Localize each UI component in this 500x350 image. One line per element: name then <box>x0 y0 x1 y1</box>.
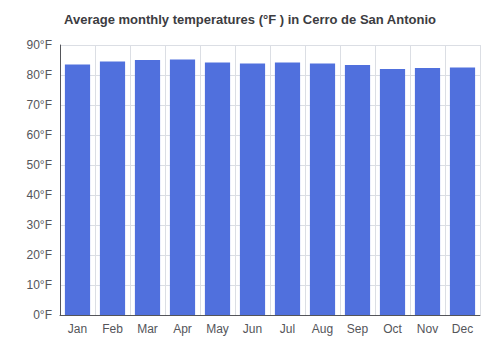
svg-text:0°F: 0°F <box>33 308 52 322</box>
svg-text:Dec: Dec <box>452 322 473 336</box>
svg-text:Nov: Nov <box>417 322 438 336</box>
svg-text:90°F: 90°F <box>27 38 52 52</box>
svg-text:80°F: 80°F <box>27 68 52 82</box>
svg-text:May: May <box>206 322 229 336</box>
svg-text:Apr: Apr <box>173 322 192 336</box>
svg-text:Oct: Oct <box>383 322 402 336</box>
svg-text:Jun: Jun <box>243 322 262 336</box>
svg-text:Jul: Jul <box>280 322 295 336</box>
svg-text:Mar: Mar <box>137 322 158 336</box>
svg-text:Average monthly temperatures (: Average monthly temperatures (°F ) in Ce… <box>64 12 436 27</box>
svg-text:30°F: 30°F <box>27 218 52 232</box>
svg-text:20°F: 20°F <box>27 248 52 262</box>
svg-text:70°F: 70°F <box>27 98 52 112</box>
svg-text:Feb: Feb <box>102 322 123 336</box>
svg-text:10°F: 10°F <box>27 278 52 292</box>
svg-text:Sep: Sep <box>347 322 369 336</box>
svg-text:40°F: 40°F <box>27 188 52 202</box>
svg-text:Jan: Jan <box>68 322 87 336</box>
svg-text:Aug: Aug <box>312 322 333 336</box>
svg-text:50°F: 50°F <box>27 158 52 172</box>
svg-text:60°F: 60°F <box>27 128 52 142</box>
